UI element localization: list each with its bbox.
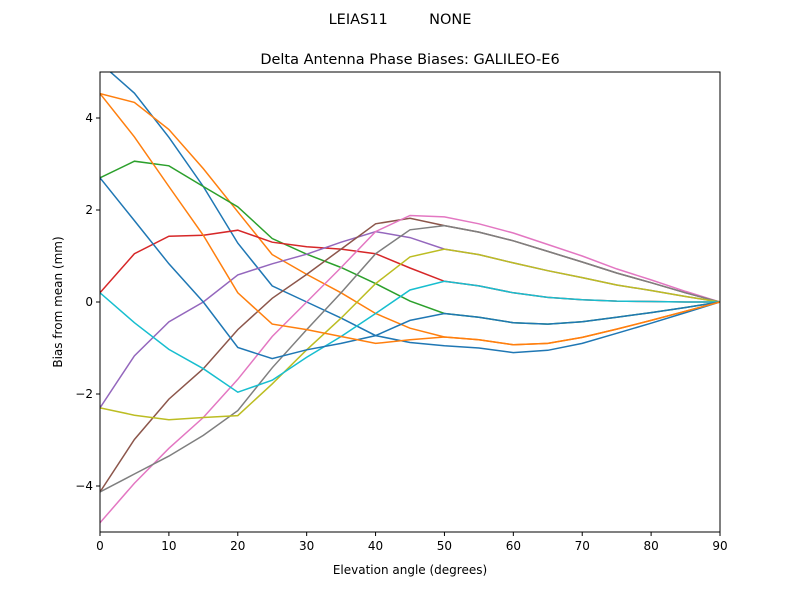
x-tick-label: 40 (368, 539, 383, 553)
x-tick-label: 30 (299, 539, 314, 553)
series-line-az330 (100, 93, 720, 346)
series-line-az180 (100, 214, 720, 524)
axes-frame (99, 71, 721, 533)
x-tick-label: 60 (506, 539, 521, 553)
x-tick-label: 10 (161, 539, 176, 553)
x-axis-label: Elevation angle (degrees) (333, 563, 487, 577)
y-axis: −4 −2 0 2 4 (75, 111, 100, 493)
series-line-az270 (100, 280, 720, 394)
series-line-az240 (100, 248, 720, 421)
x-tick-label: 20 (230, 539, 245, 553)
series-line-az150 (100, 217, 720, 493)
y-axis-label: Bias from mean (mm) (51, 236, 65, 367)
y-tick-label: 4 (85, 111, 93, 125)
suptitle: LEIAS11 NONE (329, 12, 472, 28)
series-lines (100, 72, 720, 524)
y-tick-label: −4 (75, 479, 93, 493)
y-tick-label: 2 (85, 203, 93, 217)
x-tick-label: 0 (96, 539, 104, 553)
y-tick-label: 0 (85, 295, 93, 309)
y-tick-label: −2 (75, 387, 93, 401)
series-line-az060 (100, 160, 720, 325)
x-tick-label: 70 (575, 539, 590, 553)
chart-title: Delta Antenna Phase Biases: GALILEO-E6 (260, 52, 559, 68)
series-line-az210 (100, 224, 720, 493)
x-tick-label: 50 (437, 539, 452, 553)
series-line-az000 (109, 72, 720, 354)
x-tick-label: 90 (712, 539, 727, 553)
x-tick-label: 80 (643, 539, 658, 553)
series-line-az300 (100, 177, 720, 360)
x-axis: 0 10 20 30 40 50 60 70 80 90 (96, 532, 728, 553)
